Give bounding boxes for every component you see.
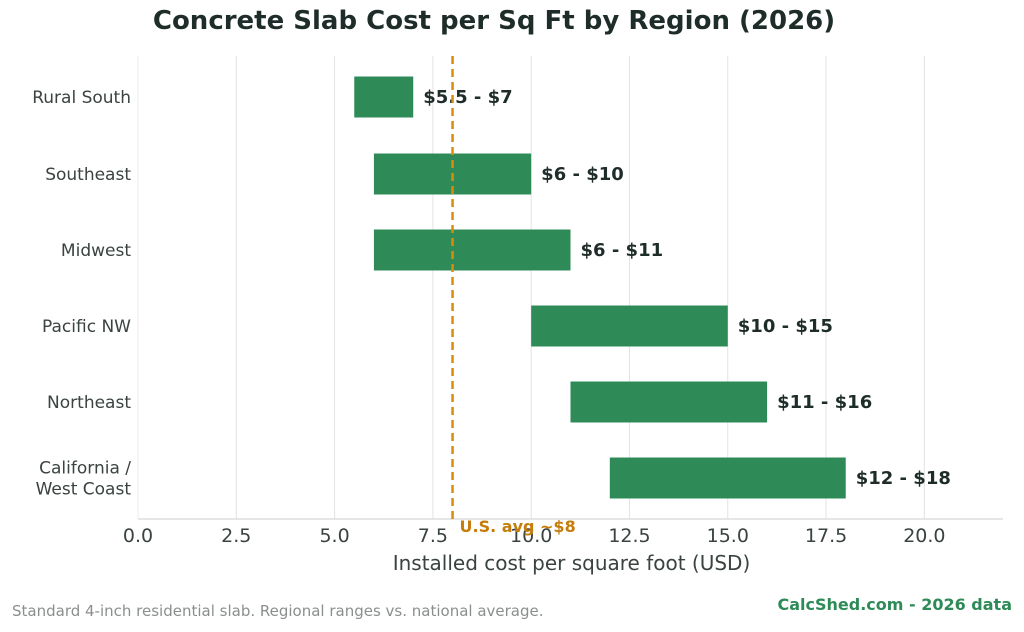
range-bar	[570, 381, 768, 423]
x-tick-label: 12.5	[608, 525, 650, 547]
chart-title: Concrete Slab Cost per Sq Ft by Region (…	[152, 6, 836, 36]
x-tick-label: 0.0	[123, 525, 153, 547]
category-label: Pacific NW	[42, 317, 131, 337]
x-tick-label: 5.0	[319, 525, 349, 547]
x-tick-label: 20.0	[903, 525, 945, 547]
category-label: Midwest	[61, 241, 131, 261]
x-tick-label: 2.5	[221, 525, 251, 547]
category-label: West Coast	[36, 480, 132, 500]
x-tick-label: 10.0	[510, 525, 552, 547]
data-label: $5.5 - $7	[423, 87, 512, 108]
average-reference-label: U.S. avg ~$8	[460, 517, 576, 536]
x-axis-title: Installed cost per square foot (USD)	[393, 551, 751, 575]
data-label: $10 - $15	[738, 316, 833, 337]
data-label: $12 - $18	[856, 468, 951, 489]
range-bar	[609, 457, 846, 499]
range-bar	[373, 229, 571, 271]
data-label: $6 - $11	[581, 240, 664, 261]
data-label: $6 - $10	[541, 164, 624, 185]
brand-label: CalcShed.com - 2026 data	[777, 595, 1012, 614]
range-bar	[354, 76, 414, 118]
footer-note: Standard 4-inch residential slab. Region…	[12, 602, 544, 620]
category-label: California /	[39, 459, 131, 479]
category-label: Southeast	[45, 165, 131, 185]
category-label: Northeast	[47, 393, 131, 413]
x-tick-label: 15.0	[707, 525, 749, 547]
data-label: $11 - $16	[777, 392, 872, 413]
category-label: Rural South	[32, 88, 131, 108]
x-tick-label: 17.5	[805, 525, 847, 547]
x-tick-label: 7.5	[418, 525, 448, 547]
range-bar	[531, 305, 728, 347]
